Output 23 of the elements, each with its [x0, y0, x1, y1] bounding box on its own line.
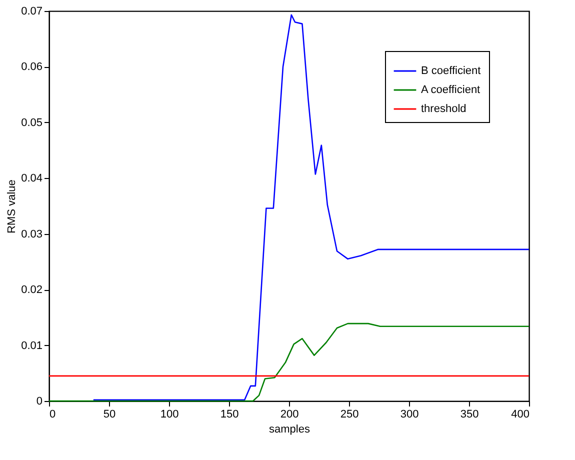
x-tick-label: 150 [220, 408, 239, 420]
y-tick-label: 0.05 [21, 116, 42, 129]
y-tick-label: 0.02 [21, 284, 42, 296]
y-tick-label: 0.06 [21, 61, 42, 74]
x-tick-label: 200 [280, 408, 299, 420]
y-tick-label: 0.07 [21, 6, 42, 18]
x-tick-label: 100 [160, 408, 179, 420]
x-tick-label: 300 [400, 408, 419, 420]
x-tick-label: 350 [460, 408, 479, 420]
x-axis-title: samples [269, 424, 310, 436]
x-tick-label: 0 [50, 408, 56, 420]
line-series [92, 14, 530, 401]
y-tick-label: 0.03 [21, 228, 42, 240]
x-tick-label: 250 [340, 408, 359, 420]
y-tick-label: 0 [36, 396, 42, 408]
y-tick-label: 0.01 [21, 340, 42, 352]
x-tick-label: 400 [511, 408, 530, 420]
legend-label: A coefficient [421, 84, 480, 96]
y-tick-label: 0.04 [21, 172, 42, 185]
legend-label: B coefficient [421, 65, 481, 77]
y-axis-title: RMS value [6, 180, 18, 234]
legend-label: threshold [421, 103, 466, 115]
x-tick-label: 50 [103, 408, 116, 420]
